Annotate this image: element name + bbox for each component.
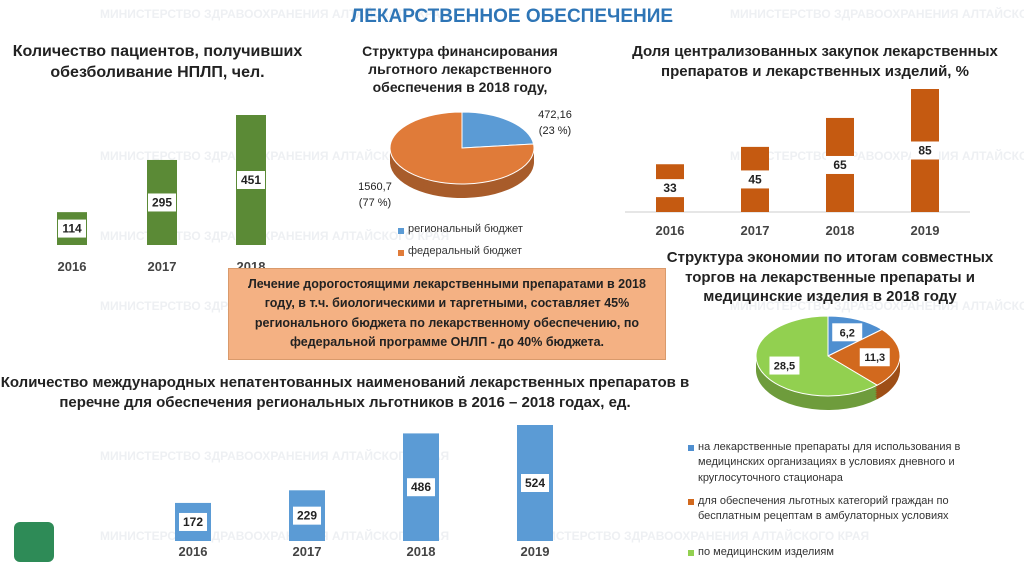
data-label-box (237, 171, 265, 189)
x-tick-label: 2016 (58, 259, 87, 274)
x-tick-label: 2018 (407, 544, 436, 559)
legend-swatch (398, 228, 404, 234)
watermark: МИНИСТЕРСТВО ЗДРАВООХРАНЕНИЯ АЛТАЙСКОГО … (100, 448, 449, 463)
data-label: 172 (183, 515, 203, 529)
pie-slice (755, 315, 879, 397)
data-label: 295 (152, 195, 172, 209)
x-tick-label: 2017 (741, 223, 770, 238)
x-tick-label: 2019 (521, 544, 550, 559)
data-label-box (58, 219, 86, 238)
data-label: 28,5 (774, 361, 795, 373)
share-label: (77 %) (359, 197, 391, 209)
note: Лечение дорогостоящими лекарственными пр… (228, 268, 666, 360)
data-label-box (832, 323, 863, 342)
data-label-box (521, 474, 549, 492)
data-label-box (293, 506, 321, 525)
data-label: 45 (748, 172, 762, 186)
x-tick-label: 2016 (179, 544, 208, 559)
data-label-box (911, 141, 939, 160)
legend-swatch (398, 250, 404, 256)
watermark: МИНИСТЕРСТВО ЗДРАВООХРАНЕНИЯ АЛТАЙСКОГО … (100, 148, 449, 163)
data-label-box (859, 348, 890, 367)
watermark: МИНИСТЕРСТВО ЗДРАВООХРАНЕНИЯ АЛТАЙСКОГО … (730, 6, 1024, 21)
data-label-box (826, 155, 854, 174)
watermark: МИНИСТЕРСТВО ЗДРАВООХРАНЕНИЯ АЛТАЙСКОГО … (730, 148, 1024, 163)
data-label-box (148, 193, 176, 212)
chart-title: Количество международных непатентованных… (0, 374, 690, 411)
watermark: МИНИСТЕРСТВО ЗДРАВООХРАНЕНИЯ АЛТАЙСКОГО … (100, 528, 449, 543)
legend-label: по медицинским изделиям (698, 546, 834, 558)
legend-label: на лекарственные препараты для использов… (698, 441, 961, 484)
data-label: 1560,7 (358, 181, 392, 193)
pie-slice (389, 111, 535, 185)
data-label: 85 (918, 144, 932, 158)
data-label: 114 (62, 222, 82, 236)
data-label-box (769, 356, 800, 375)
legend-swatch (688, 445, 694, 451)
x-tick-label: 2019 (911, 223, 940, 238)
data-label: 65 (833, 158, 847, 172)
data-label: 229 (297, 509, 317, 523)
watermark: МИНИСТЕРСТВО ЗДРАВООХРАНЕНИЯ АЛТАЙСКОГО … (100, 6, 449, 21)
chart-title: Количество пациентов, получивших обезбол… (12, 43, 303, 81)
data-label: 11,3 (864, 352, 885, 364)
data-label-box (179, 512, 207, 531)
pie-slice (461, 111, 535, 149)
chart-title: Доля централизованных закупок лекарствен… (632, 43, 998, 80)
logo (14, 522, 54, 562)
data-label: 6,2 (840, 327, 855, 339)
legend-label: федеральный бюджет (408, 245, 522, 257)
chart-title: Структура экономии по итогам совместных … (666, 249, 994, 305)
x-tick-label: 2018 (826, 223, 855, 238)
slide-title: ЛЕКАРСТВЕННОЕ ОБЕСПЕЧЕНИЕ (350, 6, 674, 27)
x-tick-label: 2017 (148, 259, 177, 274)
data-label: 486 (411, 480, 431, 494)
data-label: 472,16 (538, 109, 572, 121)
data-label-box (656, 179, 684, 198)
data-label: 451 (241, 173, 261, 187)
chart-title: Структура финансирования льготного лекар… (362, 43, 558, 96)
legend-swatch (688, 499, 694, 505)
x-tick-label: 2017 (293, 544, 322, 559)
x-tick-label: 2016 (656, 223, 685, 238)
watermark: МИНИСТЕРСТВО ЗДРАВООХРАНЕНИЯ АЛТАЙСКОГО … (730, 298, 1024, 313)
watermark: МИНИСТЕРСТВО ЗДРАВООХРАНЕНИЯ АЛТАЙСКОГО … (520, 528, 869, 543)
data-label-box (407, 478, 435, 497)
watermark: МИНИСТЕРСТВО ЗДРАВООХРАНЕНИЯ АЛТАЙСКОГО … (100, 228, 449, 243)
legend-label: региональный бюджет (408, 223, 523, 235)
data-label: 524 (525, 476, 545, 490)
legend-label: для обеспечения льготных категорий гражд… (698, 495, 949, 523)
data-label: 33 (663, 181, 677, 195)
data-label-box (741, 170, 769, 189)
legend-swatch (688, 550, 694, 556)
share-label: (23 %) (539, 125, 571, 137)
